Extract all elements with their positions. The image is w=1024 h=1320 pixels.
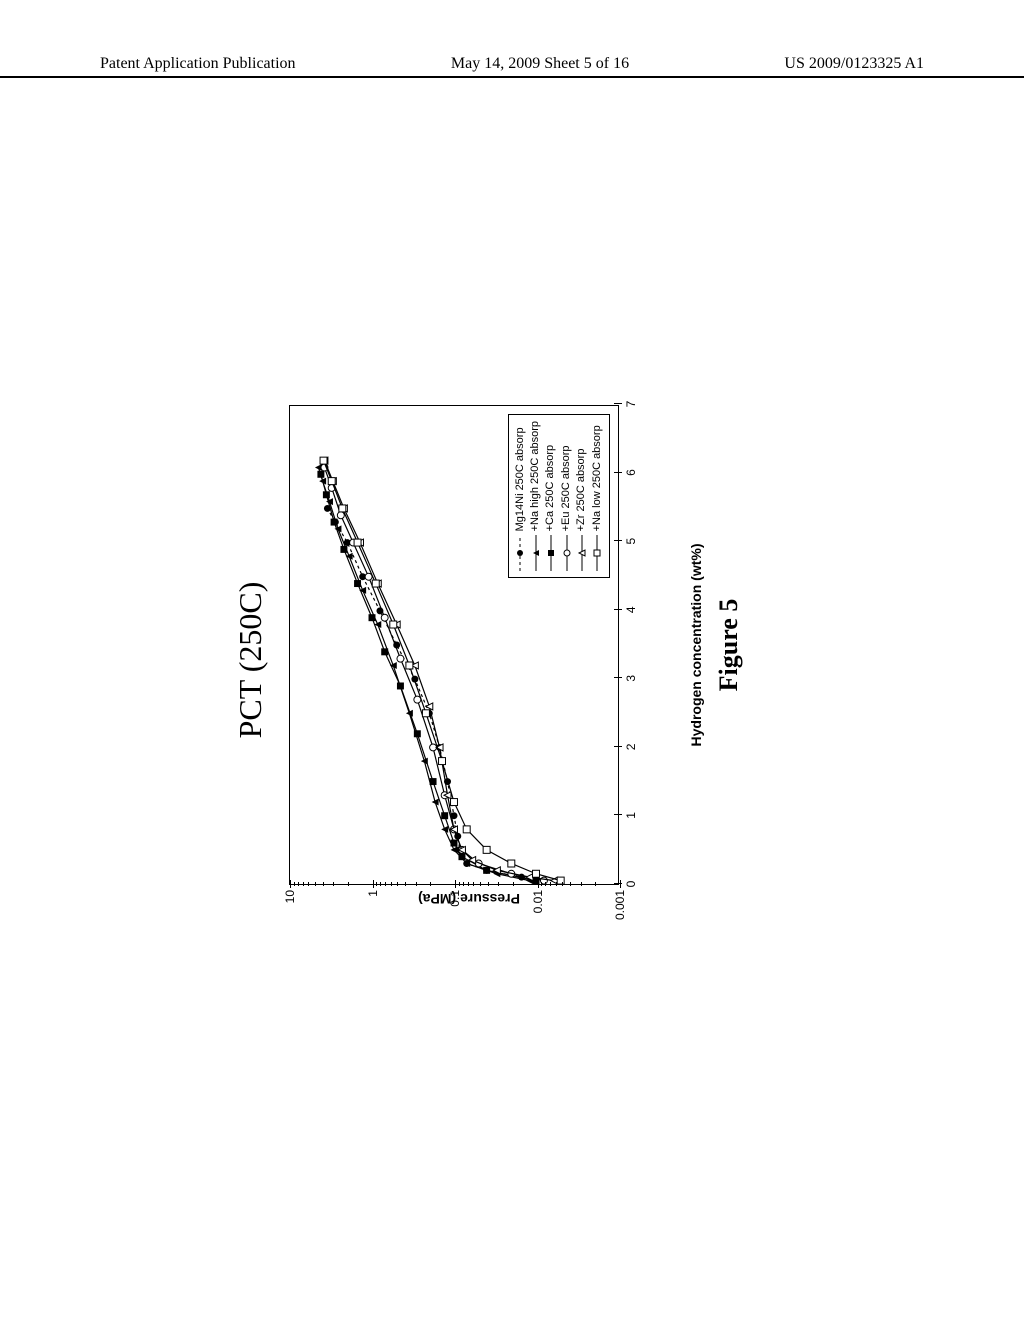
x-tick <box>614 403 622 404</box>
chart-legend: Mg14Ni 250C absorp+Na high 250C absorp+C… <box>508 414 610 578</box>
legend-marker-icon <box>576 535 588 571</box>
y-minor-tick <box>385 882 386 886</box>
y-minor-tick <box>473 882 474 886</box>
legend-marker-icon <box>514 535 526 571</box>
legend-label: +Na high 250C absorp <box>528 421 543 531</box>
y-minor-tick <box>348 882 349 886</box>
y-minor-tick <box>376 882 377 886</box>
x-tick-label: 2 <box>624 744 638 751</box>
header-left: Patent Application Publication <box>100 55 296 73</box>
x-tick <box>614 472 622 473</box>
x-tick-label: 1 <box>624 812 638 819</box>
figure-container: PCT (250C) Pressure (MPa) 0.0010.010.111… <box>232 280 792 1040</box>
y-minor-tick <box>294 882 295 886</box>
legend-label: +Na low 250C absorp <box>590 425 605 531</box>
y-minor-tick <box>513 882 514 886</box>
y-minor-tick <box>545 882 546 886</box>
legend-item: +Na high 250C absorp <box>528 421 543 571</box>
y-minor-tick <box>430 882 431 886</box>
x-tick-label: 6 <box>624 469 638 476</box>
x-tick <box>614 814 622 815</box>
y-minor-tick <box>570 882 571 886</box>
legend-item: +Ca 250C absorp <box>543 421 558 571</box>
y-tick-label: 0.01 <box>531 890 545 913</box>
y-tick <box>290 880 291 888</box>
x-tick-label: 4 <box>624 606 638 613</box>
page-header: Patent Application Publication May 14, 2… <box>0 55 1024 78</box>
y-tick-label: 1 <box>366 890 380 897</box>
legend-label: +Zr 250C absorp <box>574 449 589 532</box>
y-tick-label: 10 <box>283 890 297 903</box>
y-minor-tick <box>315 882 316 886</box>
y-minor-tick <box>391 882 392 886</box>
y-tick-label: 0.001 <box>613 890 627 920</box>
y-minor-tick <box>459 882 460 886</box>
legend-item: +Na low 250C absorp <box>590 421 605 571</box>
y-minor-tick <box>550 882 551 886</box>
legend-marker-icon <box>561 535 573 571</box>
y-minor-tick <box>595 882 596 886</box>
y-minor-tick <box>488 882 489 886</box>
y-minor-tick <box>480 882 481 886</box>
x-axis-label: Hydrogen concentration (wt%) <box>688 543 704 746</box>
header-center: May 14, 2009 Sheet 5 of 16 <box>451 55 629 73</box>
y-minor-tick <box>562 882 563 886</box>
y-minor-tick <box>498 882 499 886</box>
y-minor-tick <box>380 882 381 886</box>
header-right: US 2009/0123325 A1 <box>784 55 924 73</box>
y-minor-tick <box>397 882 398 886</box>
figure-number-label: Figure 5 <box>714 599 744 692</box>
legend-item: +Eu 250C absorp <box>559 421 574 571</box>
y-minor-tick <box>541 882 542 886</box>
legend-marker-icon <box>591 535 603 571</box>
legend-label: +Ca 250C absorp <box>543 445 558 532</box>
x-tick-label: 3 <box>624 675 638 682</box>
x-tick-label: 5 <box>624 538 638 545</box>
y-tick <box>620 880 621 888</box>
x-tick <box>614 677 622 678</box>
x-tick <box>614 883 622 884</box>
x-tick-label: 7 <box>624 401 638 408</box>
chart-title: PCT (250C) <box>232 280 269 1040</box>
x-tick <box>614 540 622 541</box>
chart-box: Pressure (MPa) 0.0010.010.1110 01234567 … <box>279 380 659 940</box>
legend-label: Mg14Ni 250C absorp <box>513 427 528 531</box>
y-tick <box>373 880 374 888</box>
y-axis-label: Pressure (MPa) <box>418 891 520 907</box>
plot-area: 0.0010.010.1110 01234567 Mg14Ni 250C abs… <box>289 405 619 885</box>
y-minor-tick <box>556 882 557 886</box>
y-minor-tick <box>463 882 464 886</box>
legend-item: +Zr 250C absorp <box>574 421 589 571</box>
y-tick-label: 0.1 <box>448 890 462 907</box>
y-minor-tick <box>468 882 469 886</box>
x-tick <box>614 609 622 610</box>
y-minor-tick <box>323 882 324 886</box>
y-tick <box>538 880 539 888</box>
legend-label: +Eu 250C absorp <box>559 445 574 531</box>
legend-item: Mg14Ni 250C absorp <box>513 421 528 571</box>
y-minor-tick <box>303 882 304 886</box>
y-minor-tick <box>416 882 417 886</box>
legend-marker-icon <box>545 535 557 571</box>
legend-marker-icon <box>530 535 542 571</box>
y-minor-tick <box>405 882 406 886</box>
y-minor-tick <box>308 882 309 886</box>
y-minor-tick <box>333 882 334 886</box>
x-tick-label: 0 <box>624 881 638 888</box>
x-tick <box>614 746 622 747</box>
y-tick <box>455 880 456 888</box>
y-minor-tick <box>298 882 299 886</box>
y-minor-tick <box>581 882 582 886</box>
